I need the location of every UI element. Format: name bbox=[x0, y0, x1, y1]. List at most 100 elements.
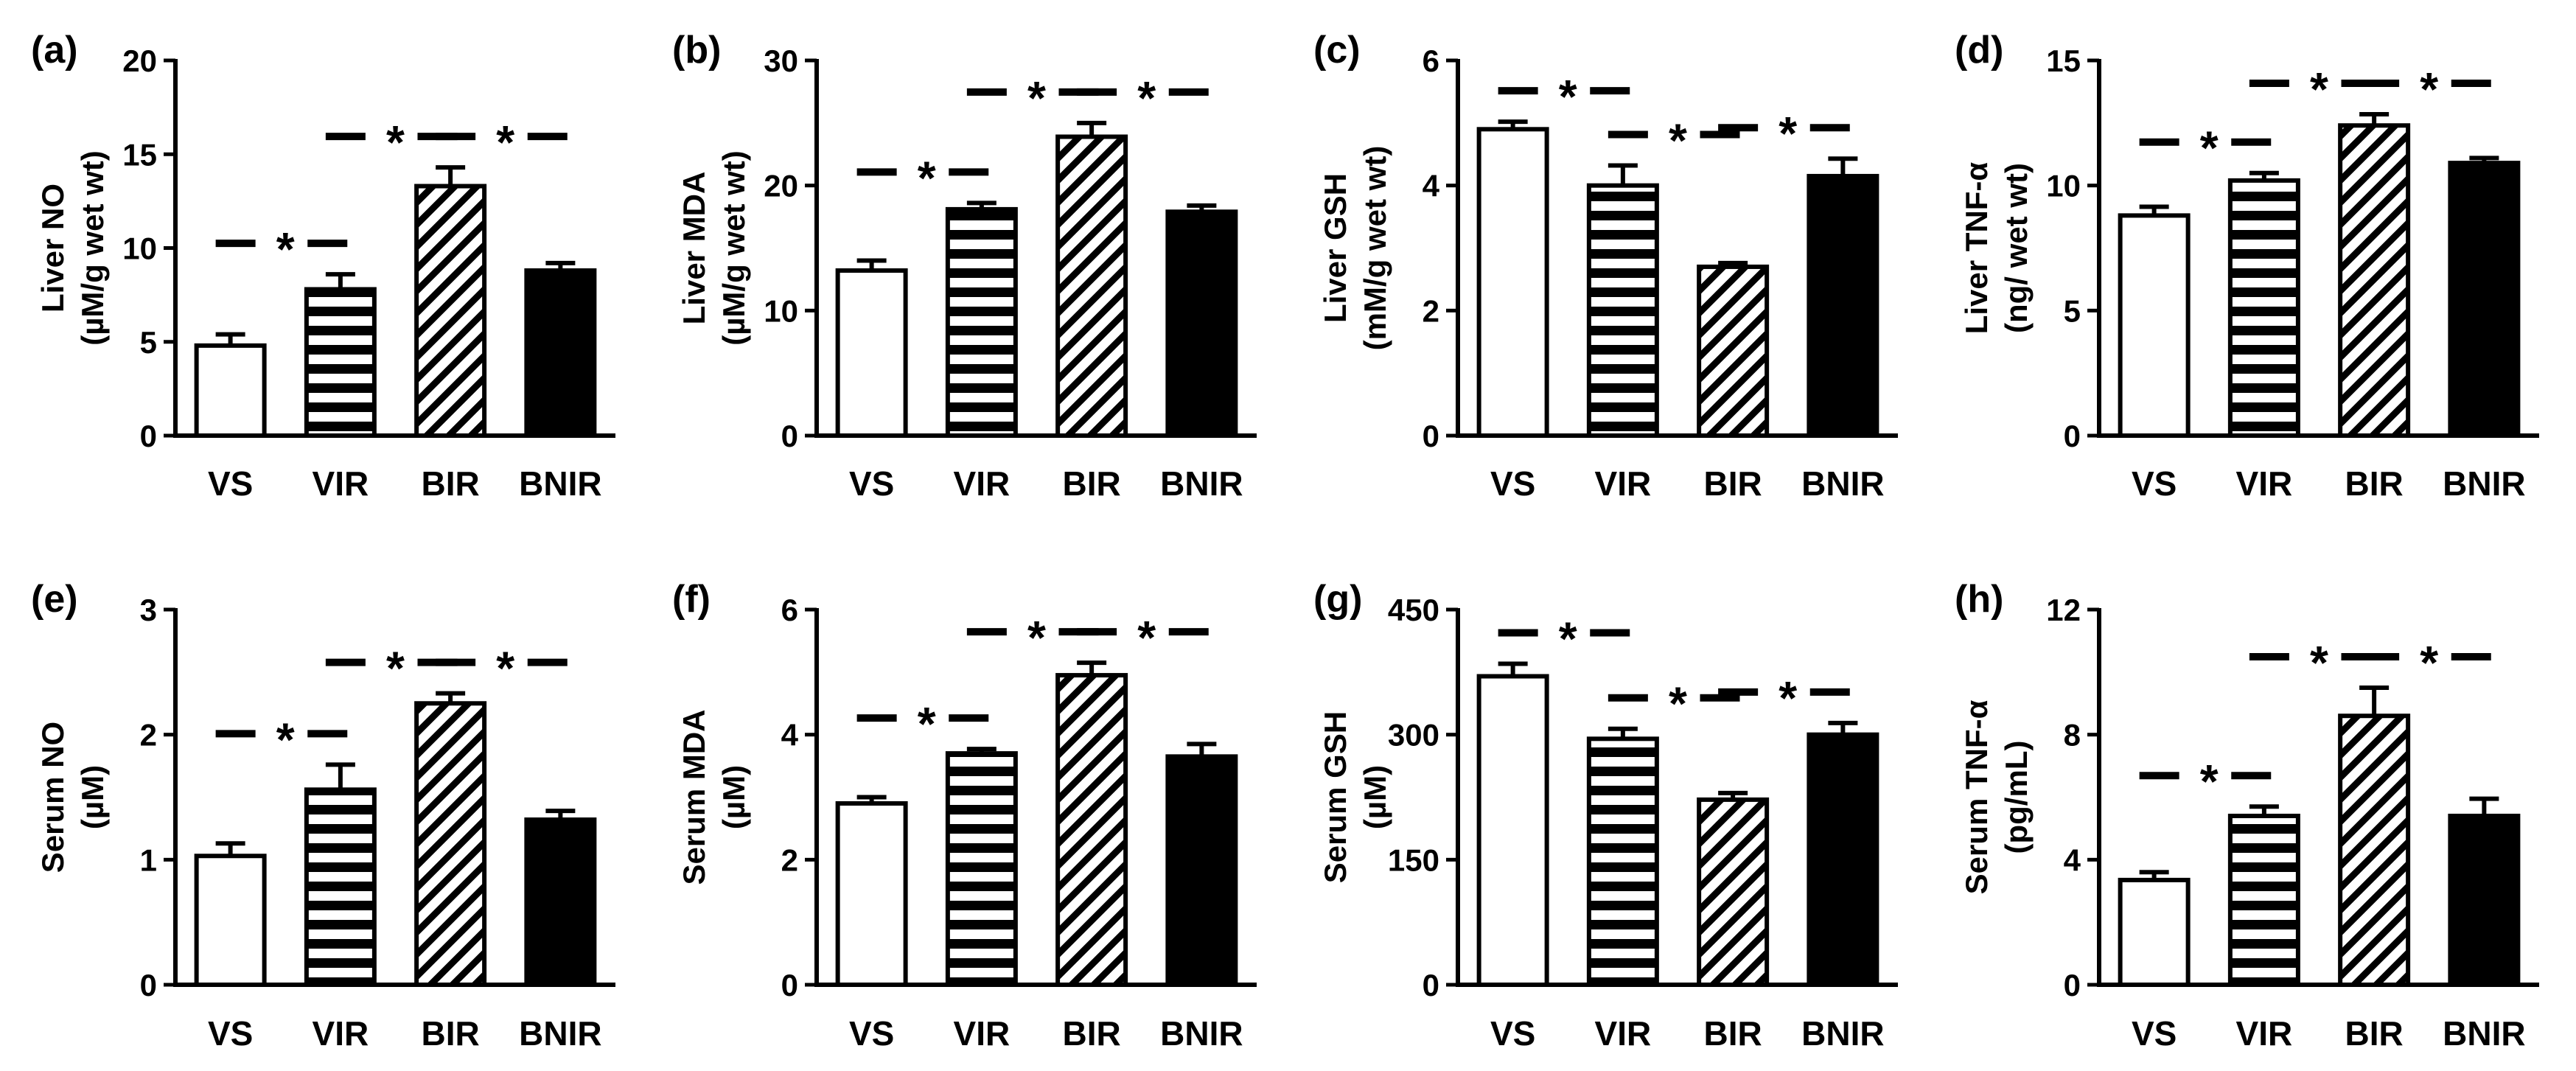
significance-star: * bbox=[386, 642, 405, 695]
y-axis-label: Serum MDA bbox=[677, 709, 711, 885]
x-tick-label: VS bbox=[1490, 1014, 1535, 1053]
x-tick-label: VS bbox=[849, 1014, 894, 1053]
significance-star: * bbox=[1779, 671, 1797, 725]
x-tick-label: BNIR bbox=[2443, 1014, 2525, 1053]
bar-vs bbox=[1476, 674, 1549, 987]
significance-star: * bbox=[2200, 122, 2219, 175]
significance-star: * bbox=[2310, 636, 2328, 689]
bar-bir bbox=[1055, 134, 1128, 438]
y-tick-label: 10 bbox=[2046, 169, 2081, 203]
x-tick-label: BNIR bbox=[519, 1014, 601, 1053]
y-tick-label: 10 bbox=[122, 231, 157, 266]
bar-vs bbox=[835, 800, 908, 987]
bar-bnir bbox=[1165, 209, 1238, 438]
bar-bir bbox=[2338, 714, 2411, 987]
panel-label: (b) bbox=[672, 29, 721, 71]
y-tick-label: 1 bbox=[140, 843, 157, 877]
y-axis-label: (µM/g wet wt) bbox=[716, 150, 751, 346]
panel-label: (c) bbox=[1313, 29, 1361, 71]
bar-bir bbox=[1697, 264, 1770, 439]
y-tick-label: 8 bbox=[2064, 718, 2081, 753]
y-axis-label: (pg/mL) bbox=[1999, 741, 2034, 854]
significance-star: * bbox=[386, 116, 405, 169]
x-tick-label: VS bbox=[1490, 464, 1535, 503]
y-tick-label: 300 bbox=[1388, 718, 1439, 753]
panel-h: (h) Serum TNF-α (pg/mL) 0 4 8 12 VS VIR BIR BNIR * *… bbox=[1955, 578, 2539, 1053]
y-tick-label: 6 bbox=[1423, 43, 1439, 78]
panel-label: (g) bbox=[1313, 578, 1362, 621]
significance-star: * bbox=[1027, 71, 1046, 125]
panel-c: (c) Liver GSH (mM/g wet wt) 0 2 4 6 VS VIR BIR BNI… bbox=[1313, 29, 1898, 503]
y-axis-label: (mM/g wet wt) bbox=[1358, 146, 1392, 351]
x-tick-label: BIR bbox=[1063, 464, 1121, 503]
x-tick-label: VS bbox=[208, 464, 253, 503]
x-tick-label: VIR bbox=[313, 464, 369, 503]
y-tick-label: 30 bbox=[764, 43, 798, 78]
x-tick-label: BNIR bbox=[1801, 464, 1884, 503]
y-tick-label: 2 bbox=[140, 718, 157, 753]
bar-vir bbox=[1586, 183, 1659, 439]
y-axis-label: Liver GSH bbox=[1318, 173, 1352, 323]
y-tick-label: 450 bbox=[1388, 593, 1439, 627]
bar-vs bbox=[194, 343, 267, 438]
y-tick-label: 0 bbox=[2064, 968, 2081, 1002]
y-axis-label: (µM) bbox=[716, 765, 751, 829]
panel-e: (e) Serum NO (µM) 0 1 2 3 VS VIR BIR BNIR * * * bbox=[31, 578, 615, 1053]
x-tick-label: BNIR bbox=[1801, 1014, 1884, 1053]
y-tick-label: 0 bbox=[1423, 419, 1439, 453]
bar-bnir bbox=[1807, 732, 1879, 988]
significance-star: * bbox=[2200, 755, 2219, 808]
bar-vir bbox=[945, 206, 1018, 438]
x-tick-label: VS bbox=[2132, 464, 2177, 503]
y-tick-label: 15 bbox=[122, 137, 157, 172]
bar-bir bbox=[2338, 123, 2411, 439]
y-axis-label: Liver NO bbox=[35, 184, 70, 313]
y-axis-label: (µM) bbox=[1358, 765, 1392, 829]
significance-star: * bbox=[276, 223, 295, 276]
x-tick-label: BNIR bbox=[519, 464, 601, 503]
bar-bir bbox=[414, 184, 487, 438]
panel-label: (e) bbox=[31, 578, 78, 621]
x-tick-label: BIR bbox=[2345, 464, 2404, 503]
bar-vir bbox=[1586, 736, 1659, 987]
y-axis-label: Serum TNF-α bbox=[1959, 700, 1994, 894]
x-tick-label: VS bbox=[2132, 1014, 2177, 1053]
y-tick-label: 0 bbox=[1423, 968, 1439, 1002]
bar-bnir bbox=[524, 817, 597, 988]
panel-label: (h) bbox=[1955, 578, 2003, 621]
bar-vs bbox=[2118, 213, 2191, 438]
y-axis-label: Liver TNF-α bbox=[1959, 162, 1994, 335]
y-tick-label: 0 bbox=[2064, 419, 2081, 453]
x-tick-label: BIR bbox=[2345, 1014, 2404, 1053]
y-tick-label: 150 bbox=[1388, 843, 1439, 877]
x-tick-label: BIR bbox=[1063, 1014, 1121, 1053]
y-tick-label: 2 bbox=[781, 843, 798, 877]
panel-d: (d) Liver TNF-α (ng/ wet wt) 0 5 10 15 VS VIR BIR… bbox=[1955, 29, 2539, 503]
y-tick-label: 6 bbox=[781, 593, 798, 627]
bar-vs bbox=[2118, 877, 2191, 988]
y-tick-label: 12 bbox=[2046, 593, 2081, 627]
bar-vs bbox=[835, 268, 908, 439]
panel-label: (f) bbox=[672, 578, 711, 621]
x-tick-label: VIR bbox=[1595, 464, 1652, 503]
x-tick-label: VIR bbox=[2236, 1014, 2293, 1053]
x-tick-label: VS bbox=[208, 1014, 253, 1053]
y-tick-label: 15 bbox=[2046, 43, 2081, 78]
bar-bnir bbox=[524, 268, 597, 439]
bar-bir bbox=[414, 701, 487, 987]
y-axis-label: (µM/g wet wt) bbox=[75, 150, 110, 346]
bar-vs bbox=[1476, 127, 1549, 438]
y-tick-label: 10 bbox=[764, 293, 798, 328]
bar-bnir bbox=[2448, 813, 2521, 987]
significance-star: * bbox=[1669, 114, 1687, 167]
significance-star: * bbox=[1027, 611, 1046, 664]
significance-star: * bbox=[1559, 70, 1577, 123]
x-tick-label: BNIR bbox=[1160, 464, 1243, 503]
y-tick-label: 20 bbox=[122, 43, 157, 78]
y-tick-label: 20 bbox=[764, 169, 798, 203]
x-tick-label: BNIR bbox=[2443, 464, 2525, 503]
y-axis-label: Serum GSH bbox=[1318, 711, 1352, 883]
y-tick-label: 0 bbox=[140, 419, 157, 453]
y-axis-label: (ng/ wet wt) bbox=[1999, 163, 2034, 333]
significance-star: * bbox=[918, 697, 936, 750]
